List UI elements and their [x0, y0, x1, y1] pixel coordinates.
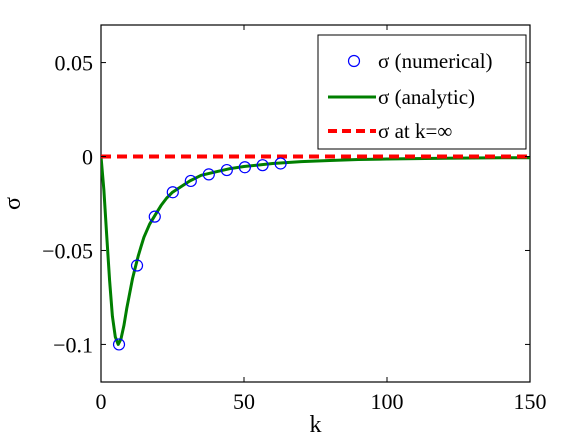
- series-numerical-point: [148, 210, 161, 223]
- x-tick-label: 0: [96, 389, 107, 414]
- series-numerical-point: [220, 163, 233, 177]
- series-analytic-line: [101, 156, 530, 346]
- tick-layer: 0 50 100 150 0.05 0 −0.05 −0.1: [42, 25, 547, 414]
- x-tick-label: 50: [233, 389, 255, 414]
- legend-label-numerical: σ (numerical): [378, 49, 493, 73]
- y-tick-label: 0.05: [55, 51, 94, 76]
- series-numerical-point: [238, 161, 251, 174]
- plot-area-frame: [100, 24, 531, 383]
- x-tick-label: 100: [371, 389, 404, 414]
- series-numerical-point: [130, 259, 144, 272]
- x-axis-label: k: [310, 412, 322, 438]
- series-numerical-point: [274, 157, 287, 170]
- y-tick-label: −0.05: [42, 238, 93, 263]
- series-numerical-point: [202, 168, 215, 181]
- series-numerical-point: [166, 186, 179, 199]
- series-numerical-point: [256, 159, 269, 172]
- plot-layer: [101, 154, 530, 351]
- y-axis-label: σ: [0, 197, 26, 210]
- series-numerical-point: [112, 338, 126, 351]
- series-layer: [101, 154, 530, 351]
- legend-label-infinity: σ at k=∞: [378, 119, 452, 143]
- legend-label-analytic: σ (analytic): [378, 85, 475, 109]
- legend-marker-numerical: [347, 54, 361, 68]
- legend-box: [317, 34, 527, 150]
- y-tick-label: −0.1: [53, 332, 93, 357]
- series-numerical-point: [184, 174, 197, 188]
- x-tick-label: 150: [514, 389, 547, 414]
- legend: σ (numerical) σ (analytic) σ at k=∞: [317, 34, 527, 150]
- y-tick-label: 0: [82, 145, 93, 170]
